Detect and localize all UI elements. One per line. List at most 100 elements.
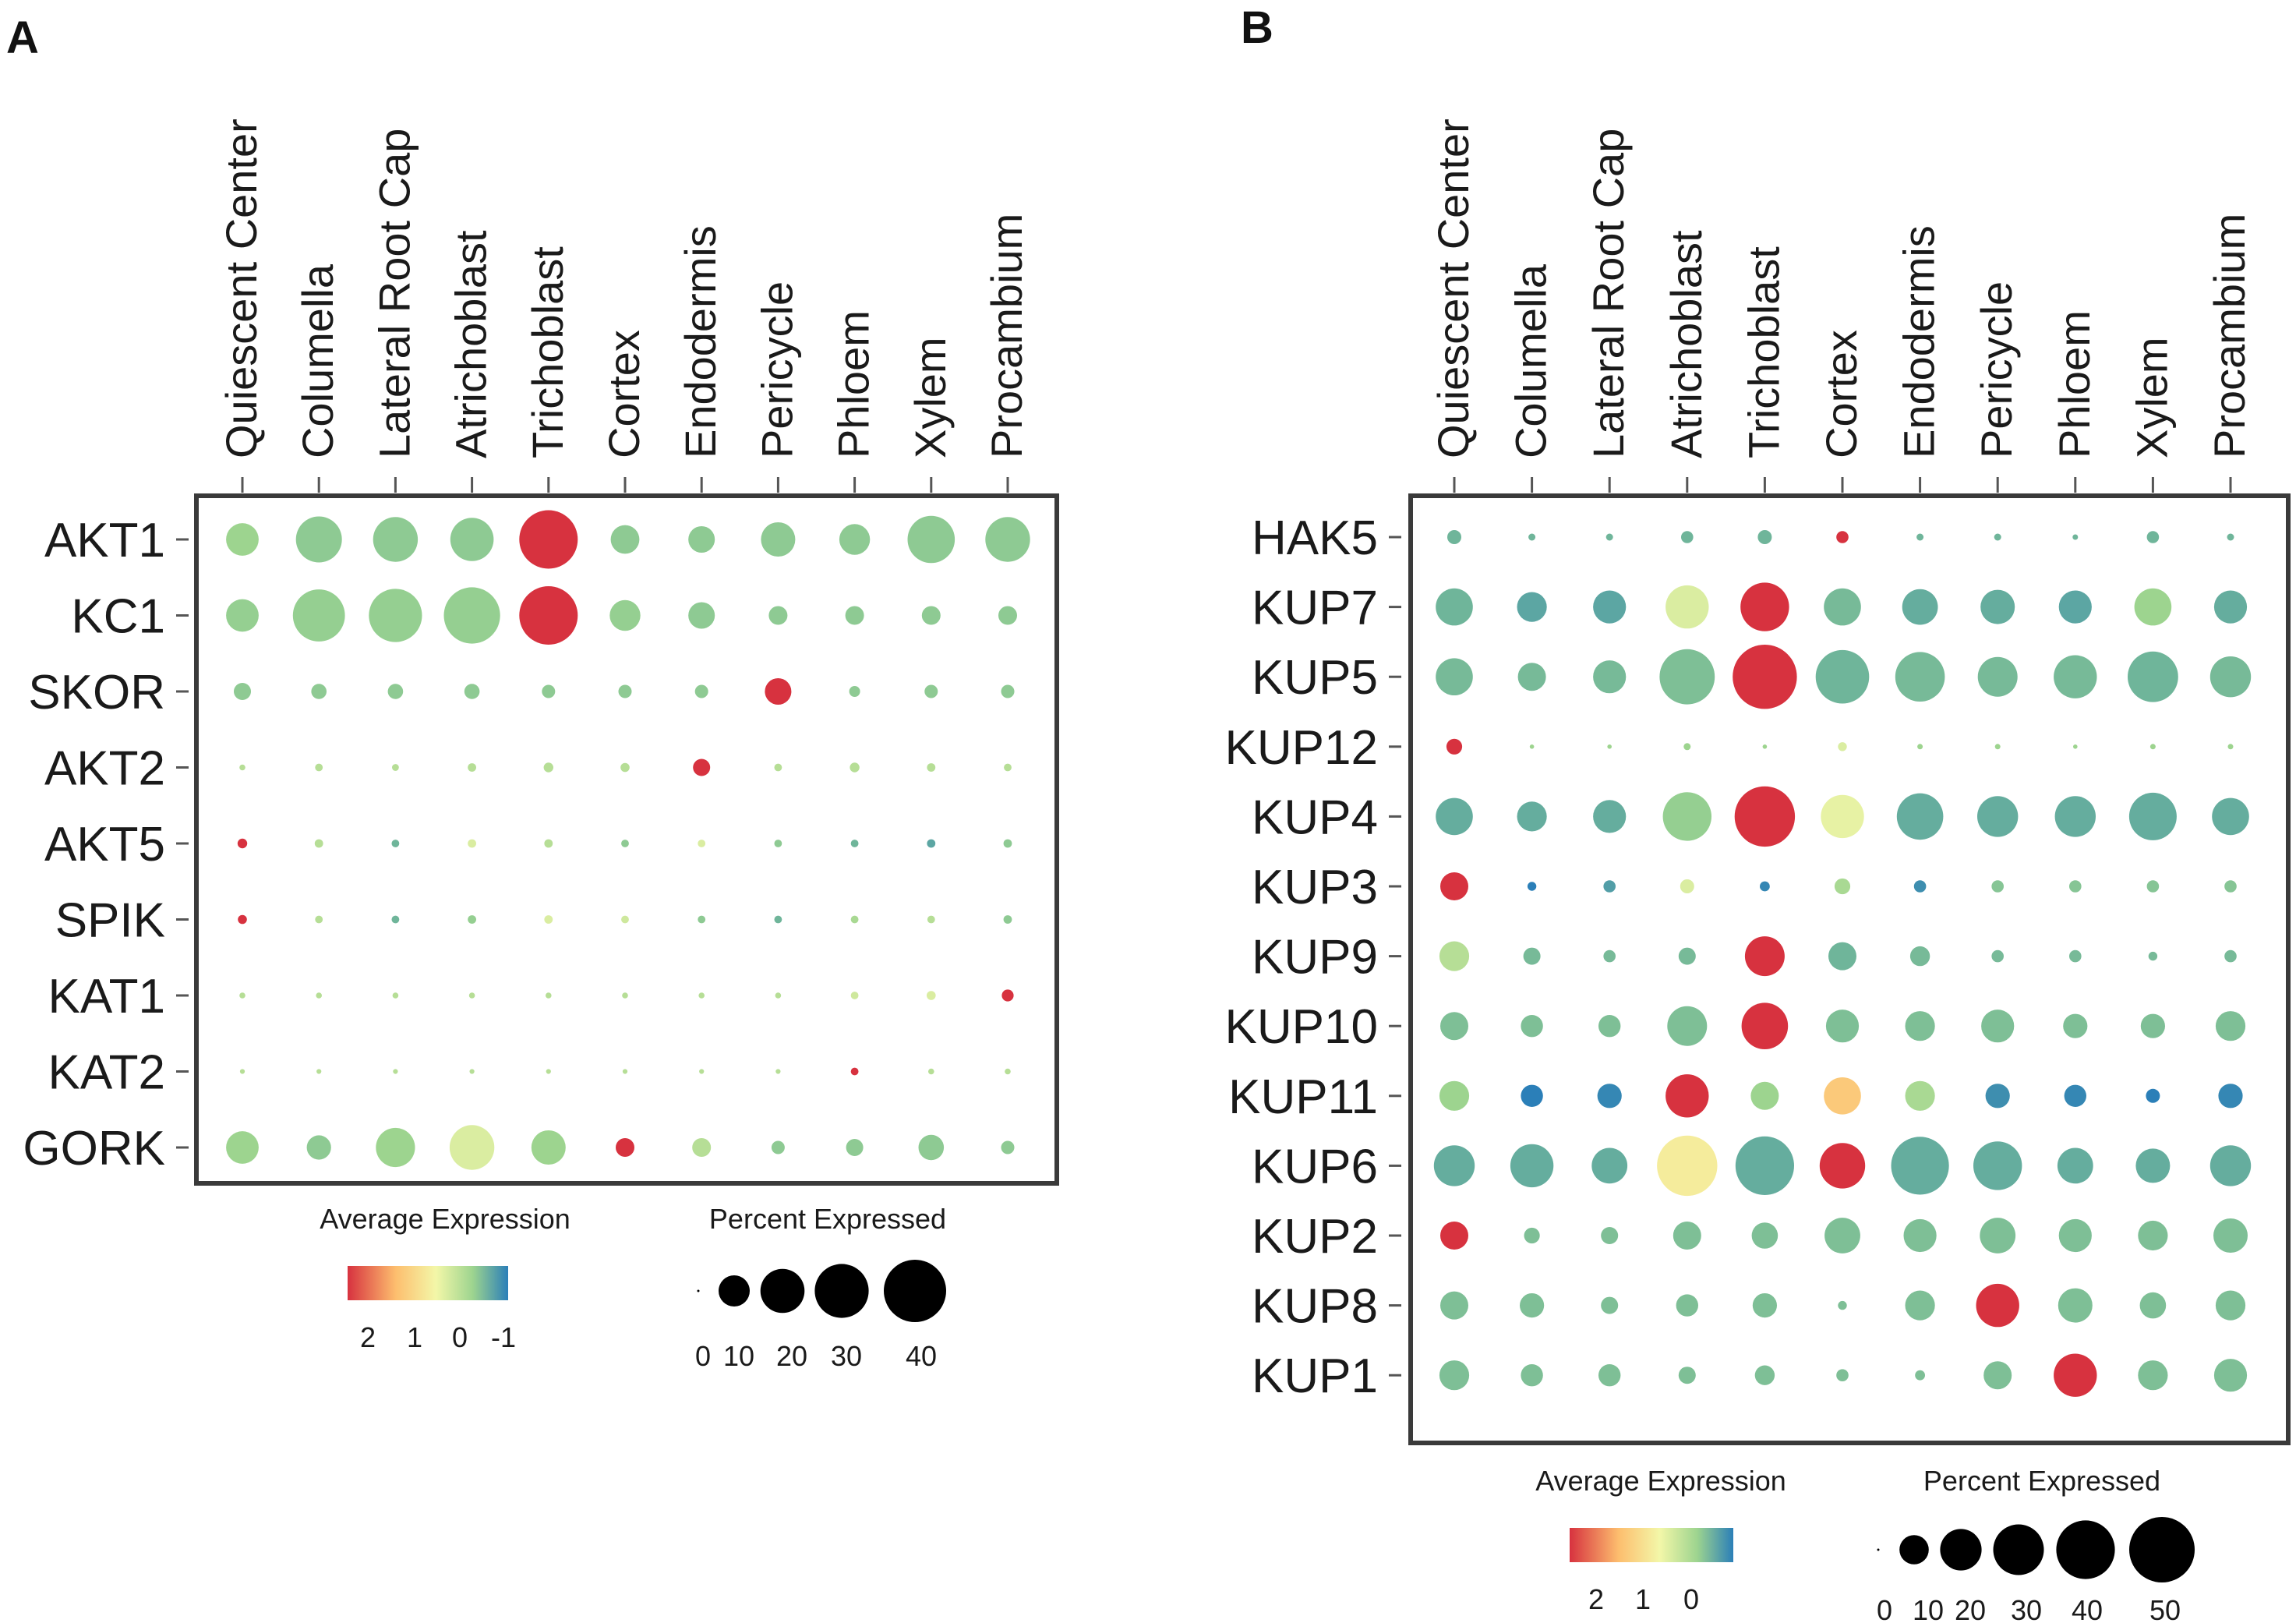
dot-kup12 <box>1683 743 1691 751</box>
row-label: HAK5 <box>1252 511 1378 565</box>
dot-kat1 <box>468 992 475 999</box>
column-label: Trichoblast <box>523 246 572 458</box>
dot-kup9 <box>1439 941 1470 971</box>
dot-kc1 <box>609 599 641 631</box>
dot-kup5 <box>2209 656 2252 698</box>
legend-a-size-dots <box>697 1260 946 1322</box>
size-legend-label: 0 <box>695 1340 711 1372</box>
dot-kup1 <box>1915 1370 1926 1381</box>
column-label: Quiescent Center <box>217 118 266 458</box>
column-label: Procambium <box>2205 214 2254 458</box>
dot-hak5 <box>2072 534 2079 540</box>
dot-kup1 <box>1836 1369 1849 1381</box>
size-legend-dot <box>884 1260 946 1322</box>
column-label: Atrichoblast <box>1662 230 1711 458</box>
size-legend-dot <box>1899 1535 1929 1565</box>
dot-kup11 <box>2064 1084 2086 1108</box>
dot-kat1 <box>316 992 323 999</box>
dot-kup8 <box>1905 1290 1935 1321</box>
row-label: KAT2 <box>48 1046 165 1100</box>
dot-kup2 <box>1980 1218 2016 1253</box>
size-legend-label: 20 <box>776 1340 807 1372</box>
dot-kat2 <box>546 1069 551 1074</box>
dot-kup5 <box>1593 660 1627 694</box>
dot-kup3 <box>1913 880 1927 893</box>
dot-kup6 <box>1591 1147 1628 1184</box>
dot-kat1 <box>622 992 628 999</box>
dot-kup3 <box>2069 880 2082 893</box>
dot-kup1 <box>1678 1367 1696 1384</box>
dot-kup2 <box>1601 1227 1619 1244</box>
dot-kup12 <box>1994 744 2001 750</box>
row-label: SKOR <box>28 666 165 720</box>
dot-kup11 <box>1750 1081 1779 1110</box>
column-label: Atrichoblast <box>447 230 496 458</box>
panel-a-legend: Average Expression 2 1 0 -1 Percent Express… <box>320 1203 946 1372</box>
dot-kup7 <box>2134 588 2172 626</box>
dot-kup11 <box>1824 1077 1861 1115</box>
dot-kup9 <box>1678 947 1696 965</box>
row-label: KUP3 <box>1252 861 1378 914</box>
row-label: KUP2 <box>1252 1210 1378 1264</box>
panel-a-column-labels: Quiescent Center Columella Lateral Root Ca… <box>217 118 1031 458</box>
dot-kup8 <box>1752 1293 1777 1318</box>
column-label: Pericycle <box>1972 281 2021 458</box>
dot-akt5 <box>544 839 553 848</box>
dot-hak5 <box>1836 531 1849 543</box>
dot-kat1 <box>775 992 782 999</box>
dot-gork <box>226 1131 259 1164</box>
row-label: AKT5 <box>44 818 165 872</box>
column-label: Xylem <box>2127 337 2176 458</box>
size-legend-dot <box>719 1275 750 1307</box>
dot-kup2 <box>1903 1218 1937 1253</box>
column-label: Lateral Root Cap <box>369 129 419 458</box>
dot-kup2 <box>1524 1227 1540 1244</box>
row-label: KUP11 <box>1228 1070 1378 1124</box>
dot-spik <box>850 915 859 924</box>
dot-kup9 <box>2224 949 2237 963</box>
dot-spik <box>621 915 629 924</box>
size-legend-dot <box>1940 1529 1982 1571</box>
dot-kup9 <box>1828 942 1856 971</box>
dot-kup10 <box>2215 1011 2246 1041</box>
dot-kat2 <box>850 1067 859 1076</box>
column-label: Lateral Root Cap <box>1584 129 1633 458</box>
dot-kup3 <box>2146 880 2160 893</box>
dot-kc1 <box>292 589 345 642</box>
panel-b-column-labels: Quiescent Center Columella Lateral Root Ca… <box>1429 118 2254 458</box>
dot-kup6 <box>1735 1136 1794 1195</box>
dot-akt5 <box>468 839 476 848</box>
color-tick-label: -1 <box>491 1321 516 1353</box>
dot-akt2 <box>927 763 936 772</box>
dot-skor <box>618 684 632 698</box>
dot-spik <box>315 915 323 924</box>
dot-kup2 <box>2138 1220 2168 1251</box>
dot-skor <box>464 684 480 699</box>
legend-b-avg-title: Average Expression <box>1535 1465 1786 1497</box>
column-label: Pericycle <box>752 281 801 458</box>
dot-kup8 <box>1601 1296 1619 1314</box>
dot-akt5 <box>237 838 248 849</box>
dot-kup8 <box>2058 1288 2093 1323</box>
color-tick-label: 2 <box>1588 1583 1604 1615</box>
dot-akt2 <box>543 762 553 773</box>
dot-kup11 <box>1665 1074 1709 1118</box>
panel-a-dots <box>226 510 1030 1170</box>
dot-kup10 <box>1981 1010 2015 1043</box>
size-legend-dot <box>1993 1524 2044 1575</box>
dot-kat1 <box>239 992 245 999</box>
dot-kup3 <box>1834 878 1851 895</box>
row-label: KAT1 <box>48 970 165 1024</box>
dot-kup7 <box>2058 590 2092 624</box>
legend-b-pct-title: Percent Expressed <box>1923 1465 2160 1497</box>
dot-kup3 <box>1440 872 1468 900</box>
dot-kc1 <box>226 599 259 632</box>
dot-akt2 <box>315 763 323 772</box>
color-tick-label: 1 <box>407 1321 422 1353</box>
dot-kat1 <box>698 992 705 999</box>
dot-akt2 <box>774 763 782 772</box>
dot-akt5 <box>621 840 629 847</box>
dot-kup12 <box>2073 744 2078 749</box>
dot-kup2 <box>2213 1218 2248 1253</box>
